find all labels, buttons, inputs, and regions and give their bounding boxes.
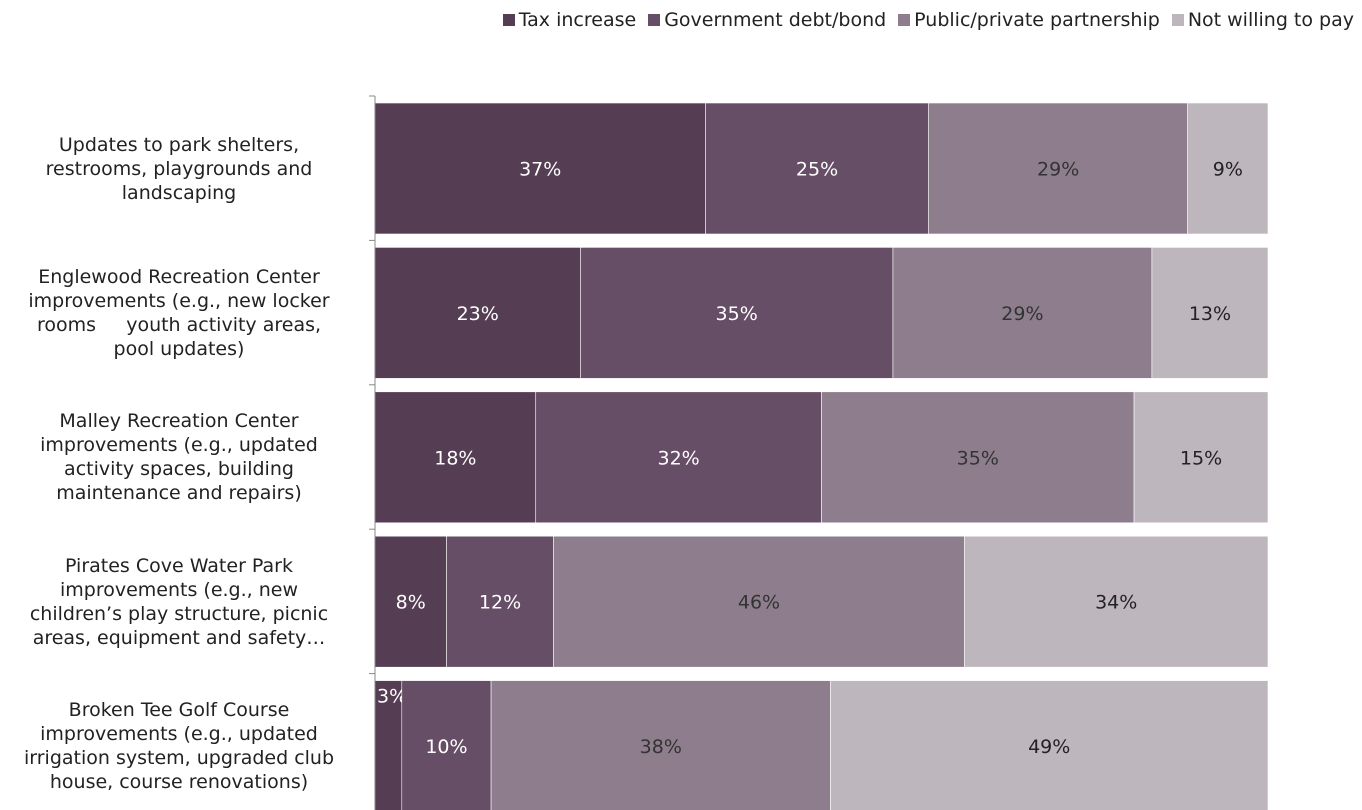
category-label-line: pool updates) [113, 337, 245, 360]
category-label: Malley Recreation Center improvements (e… [6, 409, 352, 505]
data-label: 32% [658, 447, 700, 469]
data-label: 18% [434, 447, 476, 469]
category-label-line: irrigation system, upgraded club [23, 747, 335, 770]
category-label-line: improvements (e.g., new [59, 578, 299, 601]
bar-segment [374, 535, 447, 668]
bar-segment [1151, 247, 1269, 379]
category-label-line: maintenance and repairs) [56, 482, 302, 505]
legend-label-tax-increase: Tax increase [518, 9, 637, 31]
bar-segment [374, 247, 581, 379]
category-label-line: Pirates Cove Water Park [65, 554, 293, 577]
data-label: 35% [716, 303, 758, 325]
data-label: 25% [796, 159, 838, 181]
data-label: 15% [1180, 447, 1222, 469]
category-label-line: restrooms, playgrounds and [45, 157, 313, 180]
category-label-line: Englewood Recreation Center [38, 265, 320, 288]
bar-segment [580, 247, 894, 379]
legend-swatch-tax-increase [502, 14, 515, 26]
legend-label-not-willing-to-pay: Not willing to pay [1187, 9, 1354, 31]
category-label-line: children’s play structure, picnic [29, 602, 329, 625]
data-label: 8% [396, 592, 426, 614]
bar-segment [821, 391, 1135, 524]
data-label: 37% [519, 159, 561, 181]
legend-item-government-debt-bond: Government debt/bond [648, 9, 886, 31]
category-label-line: Broken Tee Golf Course [68, 699, 290, 722]
category-label-line: improvements (e.g., updated [40, 434, 318, 457]
category-label-line: improvements (e.g., new locker [28, 289, 330, 312]
bar-segment [830, 680, 1269, 810]
bar-segment [1133, 391, 1269, 524]
legend: Tax increase Government debt/bond Public… [502, 9, 1354, 31]
category-label: Pirates Cove Water Park improvements (e.… [6, 554, 352, 650]
category-label-line: activity spaces, building [64, 458, 294, 481]
data-label: 35% [957, 447, 999, 469]
data-label: 38% [640, 736, 682, 758]
category-label-line: improvements (e.g., updated [40, 723, 318, 746]
data-label: 34% [1095, 592, 1137, 614]
bar-segment [553, 535, 965, 668]
category-label-line: Malley Recreation Center [59, 410, 299, 433]
bar-segment [401, 680, 492, 810]
category-label-line: house, course renovations) [49, 771, 309, 794]
category-label-line: landscaping [121, 181, 237, 204]
data-label: 46% [738, 592, 780, 614]
data-label: 10% [425, 736, 467, 758]
bar-segment [928, 102, 1188, 235]
category-label: Englewood Recreation Center improvements… [6, 265, 352, 361]
bar-segment [705, 102, 929, 235]
legend-item-not-willing-to-pay: Not willing to pay [1171, 9, 1354, 31]
category-label-line: Updates to park shelters, [58, 133, 300, 156]
legend-swatch-public-private-partnership [898, 14, 911, 26]
data-label: 13% [1189, 303, 1231, 325]
data-label: 29% [1037, 159, 1079, 181]
bar-segment [964, 535, 1269, 668]
bar-segment [1187, 102, 1269, 235]
legend-swatch-government-debt-bond [648, 14, 661, 26]
bar-segment [535, 391, 822, 524]
legend-label-public-private-partnership: Public/private partnership [914, 9, 1160, 31]
category-label: Broken Tee Golf Course improvements (e.g… [6, 698, 352, 794]
legend-item-public-private-partnership: Public/private partnership [898, 9, 1160, 31]
bar-segment [892, 247, 1153, 379]
legend-item-tax-increase: Tax increase [502, 9, 637, 31]
bar-segment [374, 102, 706, 235]
data-label: 29% [1001, 303, 1043, 325]
data-label: 3% [377, 686, 407, 708]
data-label: 12% [479, 592, 521, 614]
legend-label-government-debt-bond: Government debt/bond [664, 9, 887, 31]
category-label-line: areas, equipment and safety… [32, 626, 326, 649]
data-label: 23% [457, 303, 499, 325]
category-label-line: rooms youth activity areas, [36, 313, 322, 336]
bar-segment [374, 391, 537, 524]
bar-segment [446, 535, 554, 668]
data-label: 49% [1028, 736, 1070, 758]
legend-swatch-not-willing-to-pay [1171, 14, 1184, 26]
category-label: Updates to park shelters, restrooms, pla… [6, 133, 352, 205]
data-label: 9% [1213, 159, 1243, 181]
